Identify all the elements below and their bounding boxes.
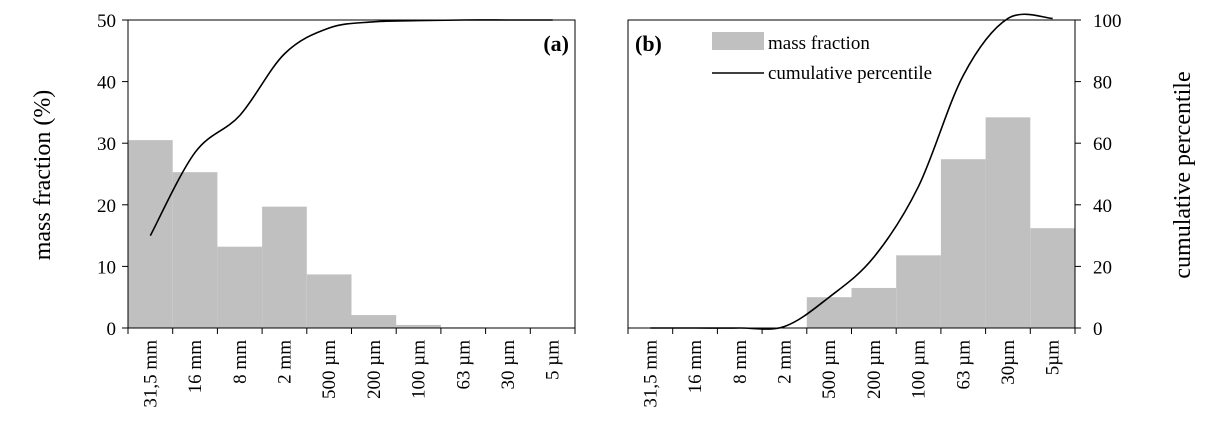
bar-30-m [985,117,1031,328]
x-tick-label-31-5-mm: 31,5 mm [140,340,161,408]
y-tick-label-0: 0 [107,319,117,340]
bar-5-m [1030,228,1075,328]
bar-100-m [896,255,941,328]
panel-a-label: (a) [543,31,569,56]
bar-8-mm [217,246,263,328]
x-tick-label-5-m: 5µm [1043,340,1064,375]
x-tick-label-200-m: 200 µm [864,340,885,399]
x-tick-label-2-mm: 2 mm [774,340,795,384]
x-tick-label-5-m: 5 µm [543,340,564,380]
bar-100-m [396,324,441,328]
y-axis-title-left: mass fraction (%) [30,90,56,261]
panel-b-tick-labels: 31,5 mm 16 mm 8 mm 2 mm 500 µm 200 µm 100 µm 63… [640,11,1121,408]
x-tick-label-16-mm: 16 mm [685,340,706,394]
bar-500-m [806,297,852,328]
y2-tick-label-60: 60 [1093,134,1112,155]
panel-a: 31,5 mm 16 mm 8 mm 2 mm 500 µm 200 µm 100 µm 63… [97,11,576,408]
bar-63-m [940,159,986,328]
y2-tick-label-0: 0 [1093,319,1103,340]
bar-200-m [351,315,397,328]
bar-16-mm [172,172,218,328]
bar-2-mm [262,206,307,328]
x-tick-label-30-m: 30µm [998,340,1019,385]
y-tick-label-20: 20 [97,196,116,217]
x-tick-label-63-m: 63 µm [953,340,974,390]
x-tick-label-63-m: 63 µm [453,340,474,390]
x-tick-label-2-mm: 2 mm [274,340,295,384]
x-tick-label-500-m: 500 µm [819,340,840,399]
panel-a-tick-labels: 31,5 mm 16 mm 8 mm 2 mm 500 µm 200 µm 100 µm 63… [97,11,564,408]
x-tick-label-30-m: 30 µm [498,340,519,390]
y-tick-label-50: 50 [97,11,116,32]
panel-b-axes [627,19,1081,334]
y2-tick-label-40: 40 [1093,196,1112,217]
x-tick-label-8-mm: 8 mm [230,340,251,384]
y-tick-label-10: 10 [97,257,116,278]
x-tick-label-16-mm: 16 mm [185,340,206,394]
y2-tick-label-80: 80 [1093,73,1112,94]
legend-label-mass-fraction: mass fraction [768,33,870,54]
x-tick-label-100-m: 100 µm [409,340,430,399]
y-axis-title-right: cumulative percentile [1170,71,1196,278]
y-tick-label-40: 40 [97,73,116,94]
panel-a-bars [128,140,531,328]
x-tick-label-100-m: 100 µm [909,340,930,399]
bar-200-m [851,287,897,328]
legend-label-cumulative-percentile: cumulative percentile [768,63,932,84]
panel-b-bars [806,117,1075,328]
legend-swatch-mass-fraction [712,32,764,50]
bar-500-m [306,274,352,328]
x-tick-label-8-mm: 8 mm [730,340,751,384]
y2-tick-label-20: 20 [1093,257,1112,278]
panel-b-label: (b) [635,31,662,56]
x-tick-label-500-m: 500 µm [319,340,340,399]
panel-a-axes [122,19,576,334]
x-tick-label-200-m: 200 µm [364,340,385,399]
y2-tick-label-100: 100 [1093,11,1122,32]
panel-b: 31,5 mm 16 mm 8 mm 2 mm 500 µm 200 µm 100 µm 63… [627,11,1122,408]
legend: mass fraction cumulative percentile [712,32,932,84]
x-tick-label-31-5-mm: 31,5 mm [640,340,661,408]
y-tick-label-30: 30 [97,134,116,155]
